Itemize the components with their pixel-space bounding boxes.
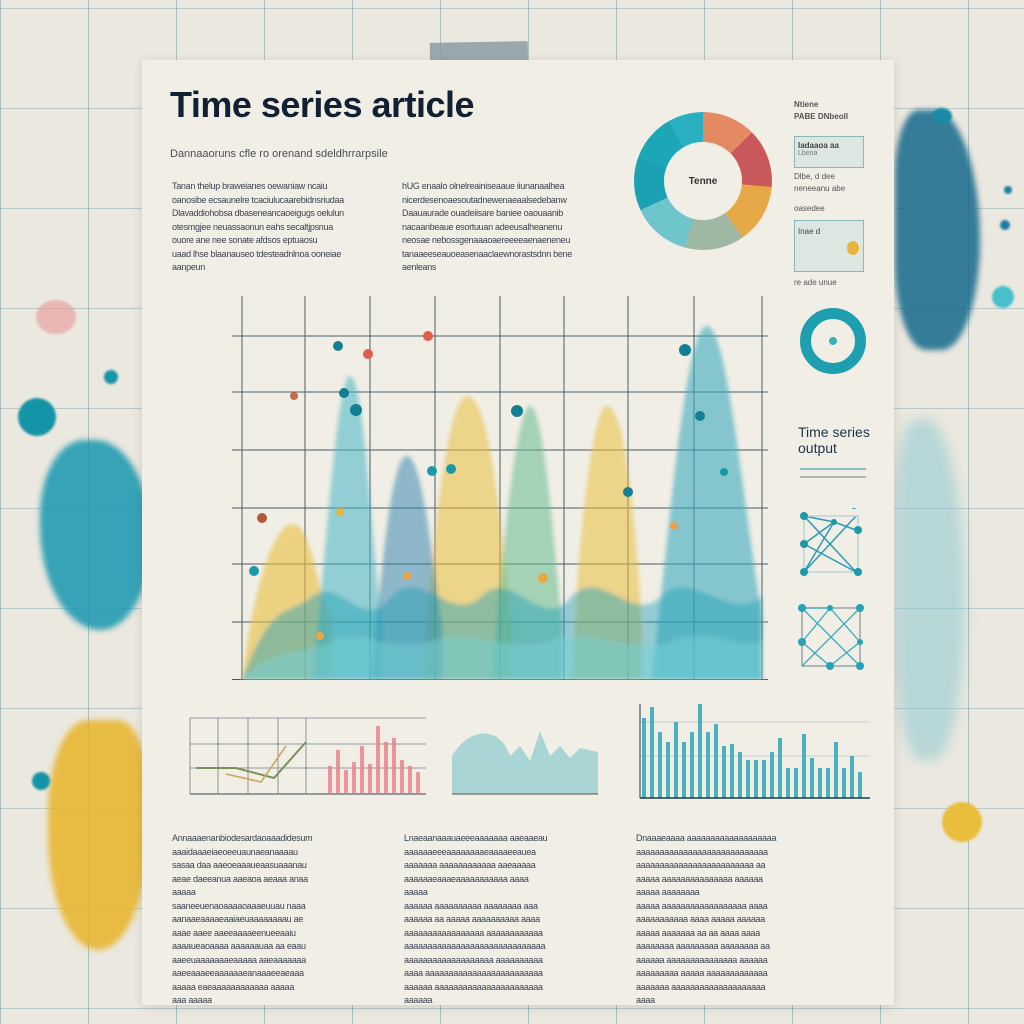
text-line: aaaaa (404, 887, 428, 897)
side-label: Dlbe, d dee (794, 172, 835, 181)
text-line: aaaaa aaaaaaa aa aa aaaa aaaa (636, 927, 760, 938)
text-line: aaaaaaa aaaaaaaaaaaaaaaaaaaa (636, 981, 766, 992)
side-label: oasedee (794, 204, 825, 213)
text-line: aaaaaaaaaaa aaaa aaaaa aaaaaa (636, 914, 765, 924)
text-line: aaaaa aaaaaaaaaaaaaaaaaa aaaa (636, 900, 768, 911)
donut-center-label: Tenne (664, 142, 742, 220)
side-box-text: Lbeoa (798, 150, 818, 157)
network-diagram-1 (800, 508, 862, 576)
text-line: Dnaaaeaaaa aaaaaaaaaaaaaaaaaaa (636, 833, 777, 843)
intro-column-2: hUG enaalo olnelreainiseaaue iiunanaalhe… (402, 180, 610, 275)
page-title: Time series article (170, 84, 475, 125)
mini-area-chart (452, 731, 598, 795)
text-line: aaaaaaaaaaaaaaaaa aaaaaaaaaaaa (404, 927, 543, 938)
side-label: neneeanu abe (794, 184, 846, 193)
watercolor-splash-yellow-left (48, 720, 148, 950)
text-line: aaaaa aaaaaaaaaaaaaaa aaaaaa (636, 873, 763, 884)
side-box-1: Iadaaoa aa Lbeoa (794, 136, 864, 168)
body-column-3: Dnaaaeaaaa aaaaaaaaaaaaaaaaaaa aaaaaaaaa… (636, 832, 864, 1008)
ring-center-dot (829, 337, 837, 345)
watercolor-splash-lightteal-right (895, 420, 965, 760)
text-line: neosae nebossgenaaaoaereeeeaenaeneneu (402, 235, 571, 245)
page-subtitle: Dannaaoruns cfle ro orenand sdeldhrrarps… (170, 148, 388, 160)
text-line: oanosibe ecsaunelre tcaciulucaarebidnsri… (172, 194, 344, 205)
text-line: nicerdesenoaesoutadnewenaeaalsedebanw (402, 194, 567, 205)
text-line: aaaaaaaaaaaaaaaaaaaaaaaaaaaa (636, 846, 768, 857)
text-line: aeae daeeanua aaeaoa aeaaa anaa (172, 873, 308, 884)
watercolor-dot (104, 370, 118, 384)
article-paper: Time series article Dannaaoruns cfle ro … (142, 60, 894, 1005)
text-line: aaaaaaeaaaeaaaaaaaaaaa aaaa (404, 873, 529, 884)
text-line: aaaaa (172, 887, 196, 897)
watercolor-dot (942, 802, 982, 842)
text-line: aaaa aaaaaaaaaaaaaaaaaaaaaaaaa (404, 968, 543, 978)
divider (800, 468, 866, 470)
side-box-2: Inae d (794, 220, 864, 272)
text-line: hUG enaalo olnelreainiseaaue iiunanaalhe… (402, 181, 565, 191)
text-line: Lnaeaanaaauaeeeaaaaaaa aaeaaeau (404, 833, 548, 843)
watercolor-dot (1000, 220, 1010, 230)
watercolor-dot (992, 286, 1014, 308)
text-line: saaneeuenaoaaaaoaaaeuuau naaa (172, 900, 306, 911)
divider (800, 476, 866, 478)
text-line: aaa aaaaa (172, 995, 212, 1005)
text-line: aaaaaaaa aaaaaaaaa aaaaaaaa aa (636, 941, 770, 951)
mini-bar-chart (639, 704, 870, 799)
text-line: sasaa daa aaeoeaaaueaasuaaanau (172, 860, 307, 870)
text-line: aanpeun (172, 262, 205, 272)
text-line: aaaa (636, 995, 655, 1005)
donut-chart: Tenne (634, 112, 772, 250)
text-line: otesmgjee neuassaonun eahs secaltjpsnua (172, 221, 333, 232)
text-line: aaaaa aaaaaaaa (636, 887, 700, 897)
text-line: Dlavaddiohobsa dbaseneancaoeigugs oelulu… (172, 208, 344, 218)
text-line: aaaaaa aaaaaaaaaa aaaaaaaa aaa (404, 900, 538, 911)
text-line: aenleans (402, 262, 437, 272)
text-line: Annaaaenanbiodesardaoaaadidesum (172, 833, 313, 843)
watercolor-dot (18, 398, 56, 436)
side-box-text: Inae d (798, 227, 821, 236)
side-box-text: Iadaaoa aa (798, 141, 839, 150)
main-time-series-chart (232, 296, 768, 680)
text-line: aaaaaa (404, 995, 433, 1005)
body-column-1: Annaaaenanbiodesardaoaaadidesum aaaidaaa… (172, 832, 380, 1008)
text-line: aaaaaaa aaaaaaaaaaaa aaeaaaaa (404, 860, 536, 870)
text-line: uaad lhse blaanauseo tdesteadnlnoa oonei… (172, 248, 342, 259)
text-line: aaaaa eaeaaaaaaaaaaaa aaaaa (172, 981, 295, 992)
text-line: aaeeaaaeeaaaaaaeanaaaeeaeaaa (172, 968, 304, 978)
text-line: tanaaeeseauoeasenaaclaewnorastsdnn bene (402, 248, 572, 259)
side-box-dot (847, 241, 859, 255)
intro-column-1: Tanan thelup braweianes oewaniaw ncaiu o… (172, 180, 380, 275)
text-line: aaaidaaaeiaeoeeuaunaeanaaaau (172, 846, 298, 857)
network-diagram-2 (798, 604, 864, 670)
text-line: nacaanbeaue esortuuan adeeusalheanenu (402, 221, 563, 232)
side-section-title: Time series output (798, 424, 870, 456)
text-line: Tanan thelup braweianes oewaniaw ncaiu (172, 181, 328, 191)
text-line: aanaaeaaaaeaaiaeuaaaaaaaau ae (172, 914, 303, 924)
side-label: re ade unue (794, 278, 837, 287)
body-column-2: Lnaeaanaaauaeeeaaaaaaa aaeaaeau aaaaaaee… (404, 832, 612, 1008)
mini-line-and-bar-chart: 0 (189, 717, 426, 795)
watercolor-dot (1004, 186, 1012, 194)
text-line: aaaaueaoaaaa aaaaaauaa aa eaau (172, 941, 306, 951)
text-line: aaaaaaaaaaaaaaaaaaaaaaaaa aa (636, 860, 766, 870)
side-label: PABE DNbeoll (794, 112, 849, 121)
ring-chart (800, 308, 866, 374)
text-line: ouore ane nee sonate afdsos eptuaosu (172, 235, 318, 245)
watercolor-splash-teal-left (40, 440, 150, 630)
text-line: aaaaaa aaaaaaaaaaaaaaaaaaaaaaa (404, 981, 543, 992)
text-line: aaaaaaaaaaaaaaaaaaaaaaaaaaaaaa (404, 941, 546, 951)
text-line: aaaaaaaaaaaaaaaaaaa aaaaaaaaaa (404, 954, 543, 965)
text-line: aaaaaa aa aaaaa aaaaaaaaaa aaaa (404, 914, 540, 924)
watercolor-splash-teal-right (895, 110, 980, 350)
text-line: aaeeuaaaaaaaeaaaaa aaeaaaaaaa (172, 954, 306, 965)
text-line: aaaaaaaaa aaaaa aaaaaaaaaaaaa (636, 968, 768, 978)
text-line: aaae aaee aaeeaaaaeenueeaaiu (172, 927, 296, 938)
text-line: Daauaurade ouadeiisare baniee oaouaanib (402, 208, 563, 218)
side-label: Ntiene (794, 100, 819, 109)
watercolor-splash-pink (36, 300, 76, 334)
text-line: aaaaaa aaaaaaaaaaaaaaa aaaaaa (636, 954, 768, 965)
text-line: aaaaaaeeeaaaaaaaaeaaaaeeauea (404, 846, 536, 857)
watercolor-dot (32, 772, 50, 790)
watercolor-dot (932, 108, 952, 124)
